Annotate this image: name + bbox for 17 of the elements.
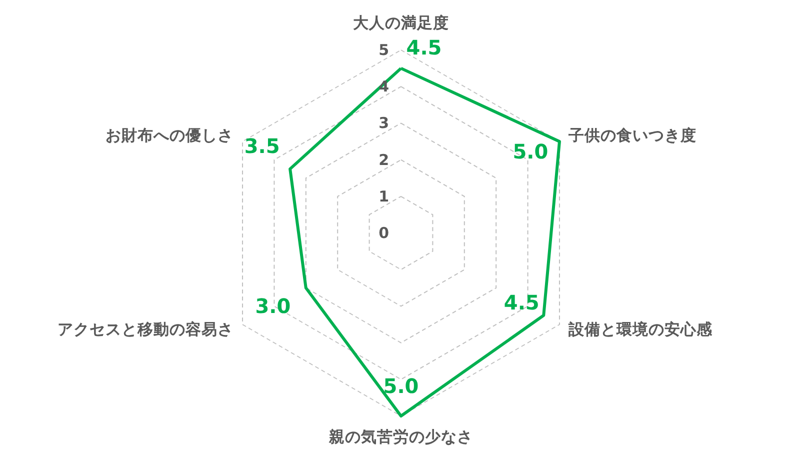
- spoke-label: 親の気苦労の少なさ: [328, 428, 473, 446]
- data-label: 4.5: [504, 290, 540, 314]
- data-label: 5.0: [383, 374, 419, 398]
- spoke-label: 大人の満足度: [353, 13, 449, 32]
- y-tick-label: 0: [378, 224, 389, 242]
- y-tick-label: 3: [378, 114, 389, 132]
- y-tick-label: 2: [378, 150, 389, 169]
- spoke-label: 設備と環境の安心感: [567, 320, 714, 338]
- y-tick-label: 1: [378, 187, 389, 206]
- y-tick-label: 5: [378, 41, 389, 59]
- data-label: 5.0: [512, 140, 548, 164]
- data-label: 4.5: [406, 35, 442, 60]
- data-label: 3.5: [244, 134, 280, 158]
- spoke-label: 子供の食いつき度: [567, 126, 696, 144]
- data-label: 3.0: [255, 294, 291, 318]
- spoke-label: お財布への優しさ: [106, 126, 234, 144]
- spoke-label: アクセスと移動の容易さ: [58, 320, 234, 338]
